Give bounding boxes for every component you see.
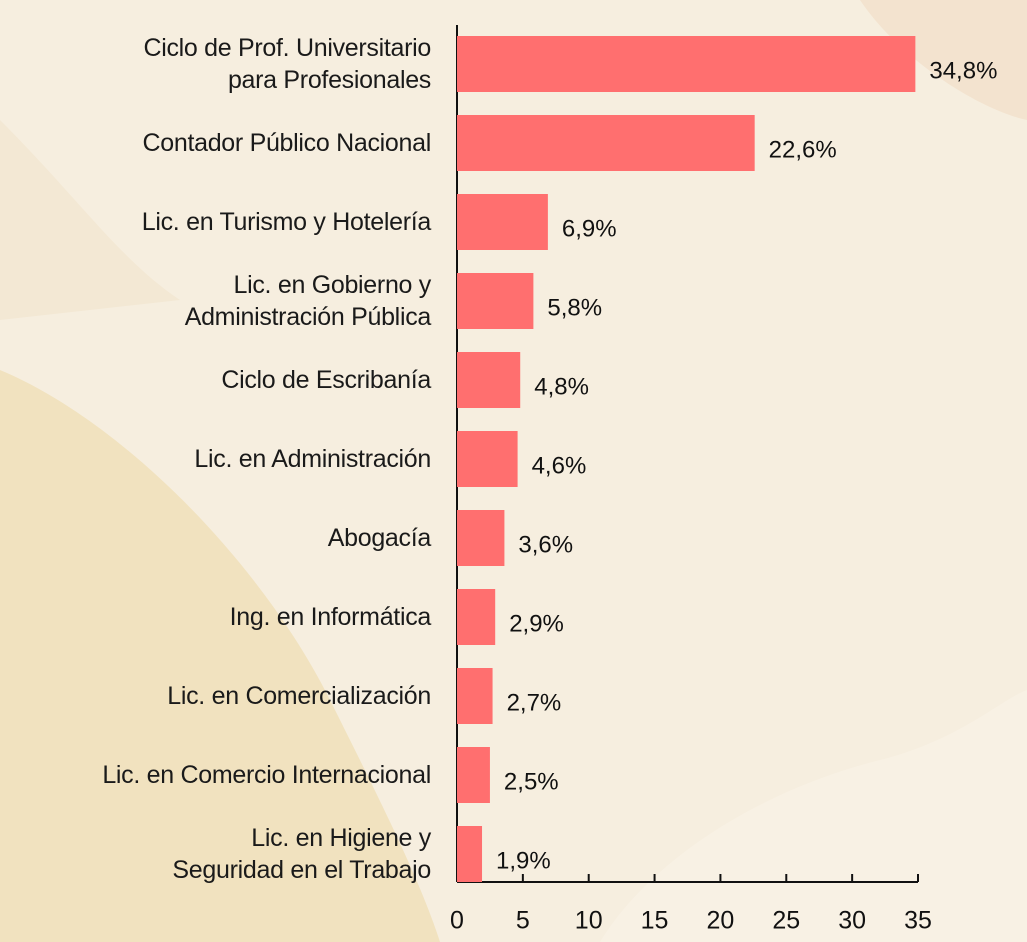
value-label: 1,9% — [496, 847, 551, 874]
x-tick-label: 0 — [450, 907, 464, 935]
value-label: 6,9% — [562, 215, 617, 242]
y-tick-label: Lic. en Comercio Internacional — [102, 761, 431, 789]
y-tick-label: Lic. en Administración — [194, 445, 431, 473]
background-blob — [0, 120, 180, 320]
value-label: 2,7% — [507, 689, 562, 716]
y-tick-label: Ciclo de Prof. Universitario para Profes… — [143, 34, 431, 94]
bar — [457, 115, 755, 171]
y-tick-label: Contador Público Nacional — [142, 129, 431, 157]
y-tick-label: Abogacía — [327, 524, 432, 552]
bar — [457, 747, 490, 803]
y-tick-label: Lic. en Turismo y Hotelería — [141, 208, 432, 236]
value-label: 2,5% — [504, 768, 559, 795]
x-tick-label: 20 — [707, 907, 735, 935]
y-tick-label: Lic. en Gobierno y Administración Públic… — [184, 271, 432, 331]
value-label: 3,6% — [518, 531, 573, 558]
y-tick-label: Ing. en Informática — [229, 603, 432, 631]
bar — [457, 431, 518, 487]
bar — [457, 826, 483, 882]
x-tick-label: 25 — [772, 907, 800, 935]
value-label: 2,9% — [509, 610, 564, 637]
bar — [457, 510, 505, 566]
bar — [457, 273, 534, 329]
bar — [457, 352, 521, 408]
value-label: 22,6% — [769, 136, 837, 163]
value-label: 5,8% — [547, 294, 602, 321]
background-blob — [860, 0, 1027, 120]
value-label: 4,6% — [532, 452, 587, 479]
y-tick-label: Lic. en Higiene y Seguridad en el Trabaj… — [172, 824, 431, 884]
bar — [457, 589, 496, 645]
background-blob — [0, 370, 440, 942]
x-tick-label: 15 — [641, 907, 669, 935]
bar — [457, 194, 548, 250]
bar — [457, 36, 916, 92]
background-blob — [600, 690, 1027, 942]
value-label: 34,8% — [929, 57, 997, 84]
x-tick-label: 35 — [904, 907, 932, 935]
y-tick-label: Lic. en Comercialización — [167, 682, 431, 710]
x-tick-label: 10 — [575, 907, 603, 935]
x-tick-label: 5 — [516, 907, 530, 935]
bar — [457, 668, 493, 724]
value-label: 4,8% — [534, 373, 589, 400]
x-tick-label: 30 — [838, 907, 866, 935]
y-tick-label: Ciclo de Escribanía — [221, 366, 431, 394]
